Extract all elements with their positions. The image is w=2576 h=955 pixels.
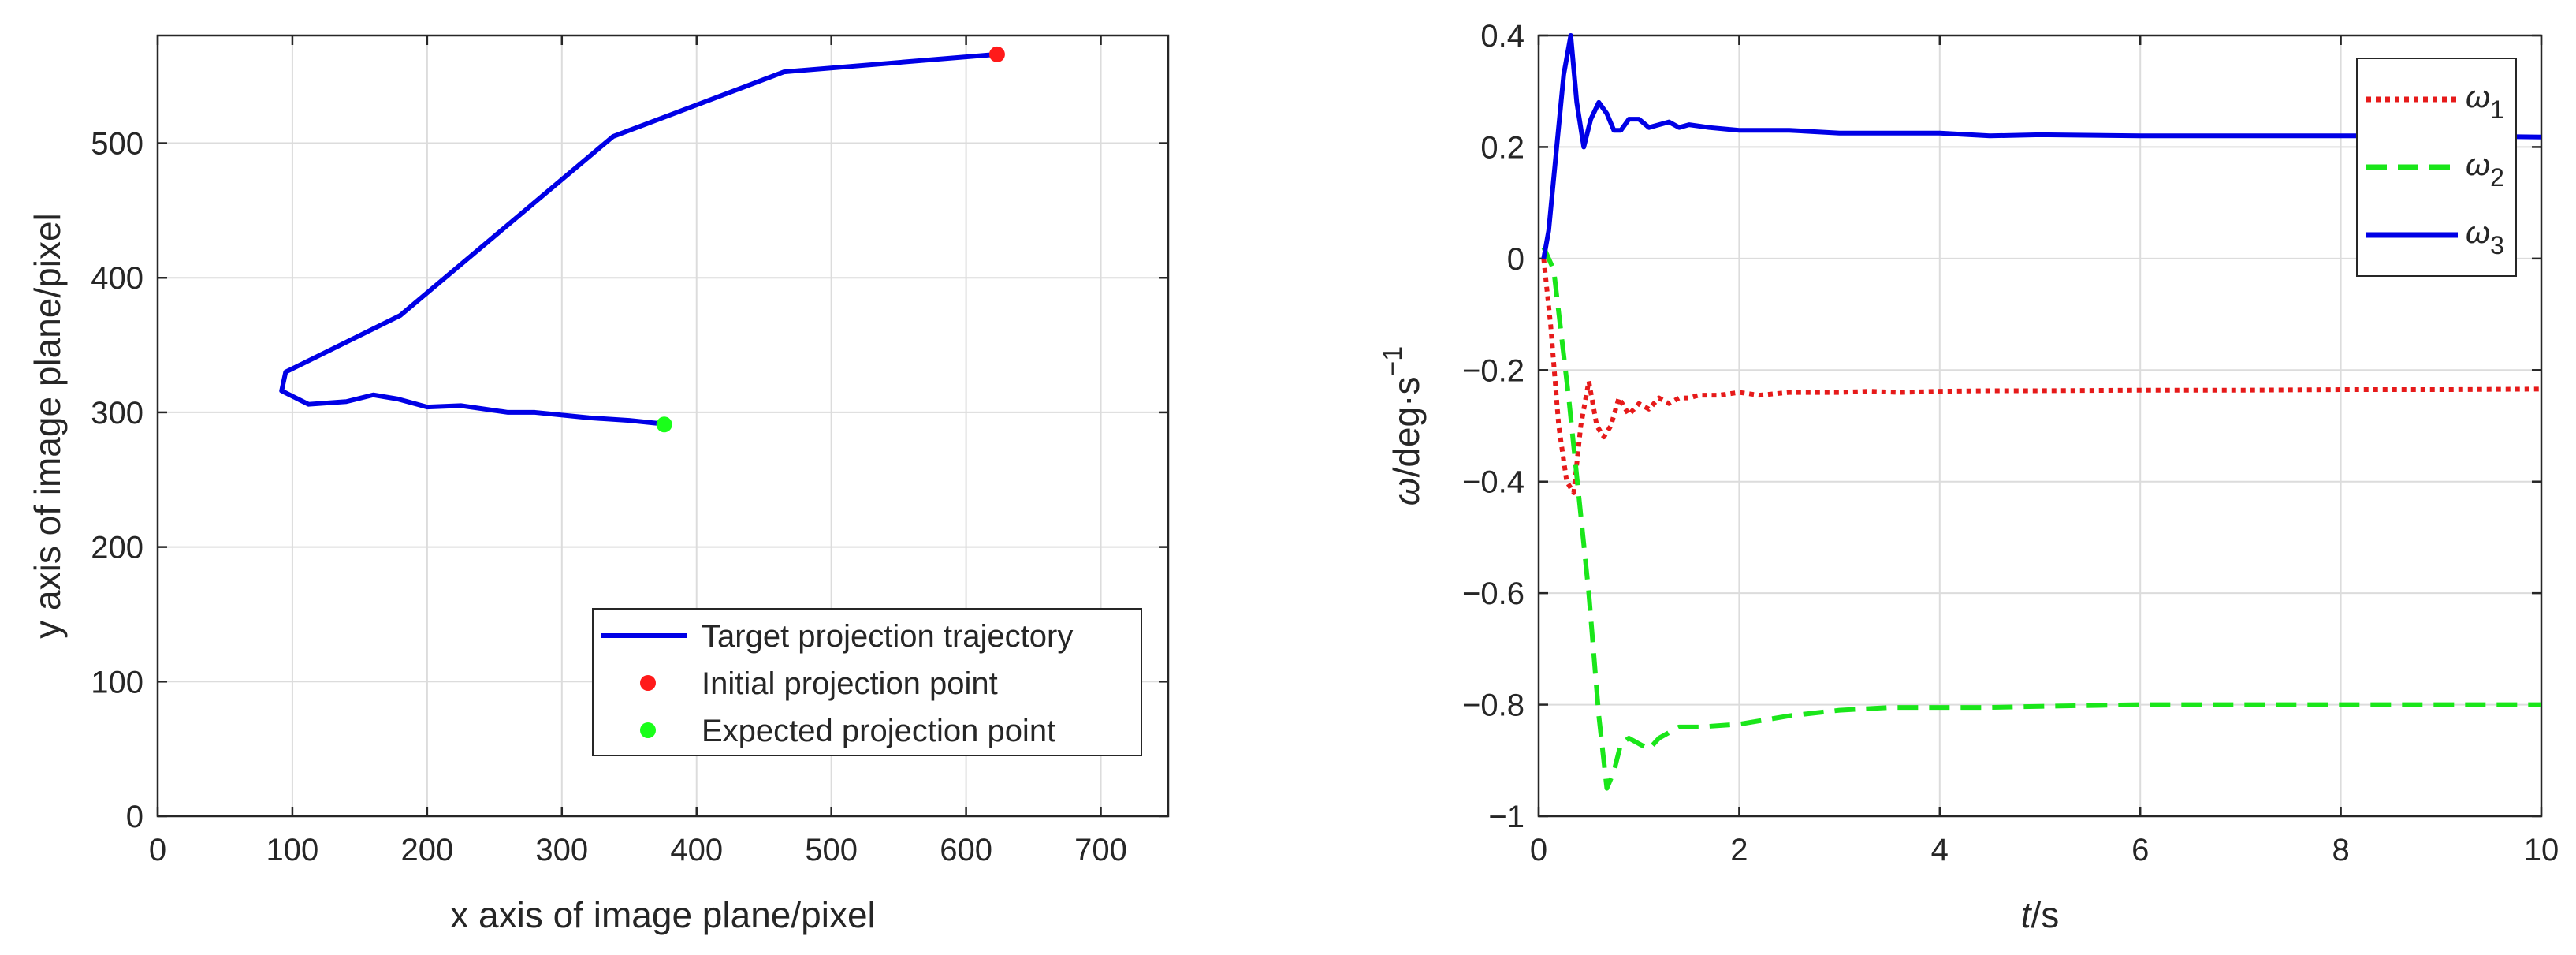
left-ticks: 0 100 200 300 400 500 600 700 0 100 200 300 400 500 [91, 35, 1168, 867]
left-y-axis-label: y axis of image plane/pixel [27, 213, 68, 639]
omega3-line [1541, 33, 2542, 259]
right-x-tick-label: 10 [2524, 833, 2559, 867]
right-y-axis-label-exponent: −1 [1378, 346, 1408, 377]
right-x-axis-label: t/s [2021, 894, 2060, 935]
right-y-tick-label: −0.2 [1462, 353, 1524, 388]
left-x-tick-label: 700 [1074, 833, 1127, 867]
right-legend: ω1 ω2 ω3 [2356, 58, 2517, 277]
right-y-axis-label-unit: /deg·s [1386, 377, 1427, 478]
left-x-tick-label: 300 [535, 833, 588, 867]
right-x-tick-label: 4 [1931, 833, 1949, 867]
right-y-tick-label: −0.4 [1462, 465, 1524, 500]
left-x-tick-label: 200 [400, 833, 453, 867]
legend-omega3-sub: 3 [2490, 231, 2504, 259]
left-legend: Target projection trajectory Initial pro… [592, 608, 1142, 756]
left-y-tick-label: 500 [91, 127, 143, 162]
left-chart: 0 100 200 300 400 500 600 700 0 100 200 300 400 500 x… [27, 34, 1170, 935]
left-x-tick-label: 400 [670, 833, 723, 867]
left-x-axis-label: x axis of image plane/pixel [450, 894, 876, 935]
left-x-tick-label: 500 [805, 833, 858, 867]
legend-omega3-label: ω3 [2466, 215, 2504, 259]
right-y-tick-label: 0 [1507, 242, 1524, 277]
legend-omega2-sub: 2 [2490, 163, 2504, 192]
right-x-tick-label: 2 [1730, 833, 1748, 867]
right-x-axis-label-unit: /s [2031, 894, 2060, 935]
initial-projection-point [988, 46, 1005, 62]
right-y-tick-label: −0.8 [1462, 688, 1524, 723]
right-ticks: 0 2 4 6 8 10 −1 −0.8 −0.6 −0.4 −0.2 0 0.2 0.4 [1462, 19, 2559, 867]
left-series [279, 46, 1005, 433]
right-y-tick-label: 0.4 [1480, 19, 1524, 54]
left-axes-box [156, 34, 1170, 818]
left-y-tick-label: 300 [91, 396, 143, 431]
expected-projection-point [656, 416, 672, 433]
right-x-tick-label: 6 [2131, 833, 2149, 867]
right-y-tick-label: −0.6 [1462, 576, 1524, 611]
right-series [1541, 33, 2542, 791]
target-projection-trajectory-line [279, 51, 1000, 427]
right-y-tick-label: −1 [1488, 800, 1524, 834]
left-x-tick-label: 0 [149, 833, 166, 867]
right-y-axis-label: ω/deg·s−1 [1378, 346, 1427, 505]
legend-omega2-label: ω2 [2466, 147, 2504, 192]
legend-omega1-label: ω1 [2466, 80, 2504, 124]
legend-trajectory-label: Target projection trajectory [702, 619, 1073, 654]
left-x-tick-label: 100 [266, 833, 319, 867]
legend-omega3-symbol: ω [2466, 215, 2490, 250]
right-x-axis-label-var: t [2021, 894, 2033, 935]
left-y-tick-label: 200 [91, 531, 143, 565]
omega2-line [1541, 246, 2541, 791]
left-x-tick-label: 600 [940, 833, 992, 867]
legend-expected-swatch [640, 722, 656, 738]
left-y-tick-label: 400 [91, 261, 143, 296]
right-axes-box [1537, 34, 2543, 818]
legend-expected-label: Expected projection point [702, 714, 1055, 748]
left-y-tick-label: 100 [91, 665, 143, 699]
right-y-tick-label: 0.2 [1480, 130, 1524, 165]
legend-initial-label: Initial projection point [702, 666, 998, 701]
right-y-axis-label-var: ω [1386, 477, 1427, 505]
legend-initial-swatch [640, 675, 656, 691]
right-x-tick-label: 0 [1530, 833, 1547, 867]
legend-omega1-sub: 1 [2490, 95, 2504, 124]
right-chart: 0 2 4 6 8 10 −1 −0.8 −0.6 −0.4 −0.2 0 0.2 0.4 t/s ω/d… [1378, 19, 2559, 935]
legend-omega1-symbol: ω [2466, 80, 2490, 114]
legend-omega2-symbol: ω [2466, 147, 2490, 182]
right-x-tick-label: 8 [2332, 833, 2349, 867]
left-y-tick-label: 0 [126, 800, 143, 834]
omega1-line [1541, 258, 2542, 495]
